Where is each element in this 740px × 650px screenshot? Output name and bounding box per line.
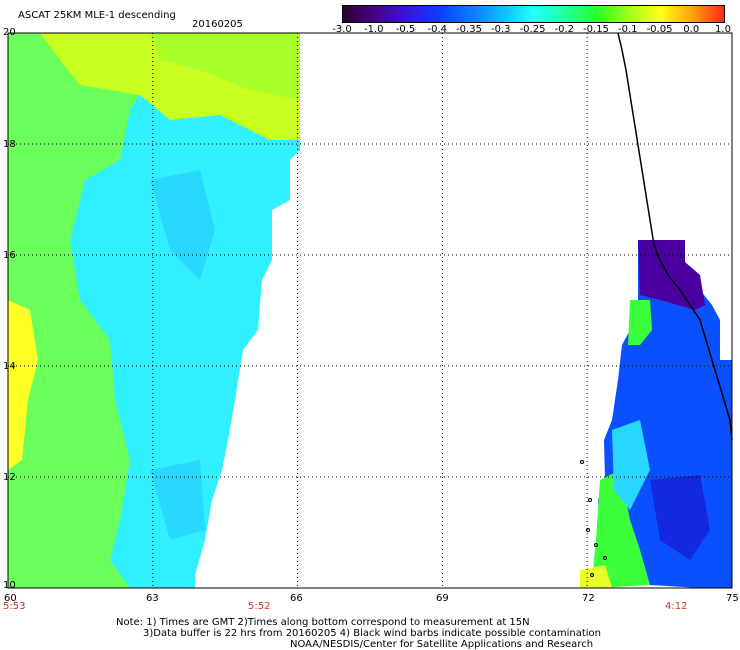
map-frame: [7, 32, 733, 589]
colorbar-tick-label: -0.25: [519, 24, 546, 35]
right-swath-lightblue: [612, 420, 650, 510]
graticule: [8, 33, 732, 588]
colorbar-tick-label: -1.0: [363, 24, 384, 35]
lon-label-63: 63: [146, 593, 159, 604]
colorbar-tick-label: 0.0: [683, 24, 700, 35]
time-label-2: 5:52: [248, 601, 271, 612]
lon-label-66: 66: [290, 593, 303, 604]
island-marker: [580, 460, 584, 464]
lat-label-16: 16: [3, 250, 16, 261]
colorbar-tick-label: -0.05: [646, 24, 673, 35]
lat-label-18: 18: [3, 139, 16, 150]
lon-label-60: 60: [4, 593, 17, 604]
island-marker: [603, 556, 607, 560]
colorbar-tick-label: -0.4: [427, 24, 448, 35]
island-marker: [590, 573, 594, 577]
colorbar-tick-label: -0.5: [395, 24, 416, 35]
right-swath-green-north: [628, 300, 652, 345]
note-line-2: 3)Data buffer is 22 hrs from 20160205 4)…: [143, 628, 601, 639]
lat-label-14: 14: [3, 361, 16, 372]
time-label-3: 4:12: [665, 601, 688, 612]
coastline-west-india: [617, 32, 733, 441]
colorbar-tick-label: -3.0: [332, 24, 352, 35]
island-marker: [586, 528, 590, 532]
colorbar-tick-label: -0.1: [617, 24, 638, 35]
left-swath-blue-patch: [150, 170, 215, 280]
note-line-1: Note: 1) Times are GMT 2)Times along bot…: [116, 617, 530, 628]
colorbar: [342, 5, 725, 23]
left-swath-north-green: [150, 33, 300, 100]
scatterometer-swaths: [8, 33, 732, 588]
lon-label-69: 69: [436, 593, 449, 604]
lat-label-12: 12: [3, 472, 16, 483]
island-marker: [594, 543, 598, 547]
left-swath-yellow-strip: [8, 300, 38, 470]
right-swath-darkblue: [650, 475, 710, 560]
lon-label-72: 72: [582, 593, 595, 604]
map-date: 20160205: [192, 19, 243, 30]
left-swath-blue-patch-south: [150, 460, 205, 540]
right-swath-yellow-south: [580, 565, 612, 588]
lon-label-75: 75: [726, 593, 739, 604]
island-marker: [588, 498, 592, 502]
right-swath-purple: [638, 240, 705, 310]
note-line-3: NOAA/NESDIS/Center for Satellite Applica…: [290, 639, 594, 650]
time-label-1: 5:53: [3, 601, 26, 612]
coastline: [580, 32, 733, 577]
lat-label-10: 10: [3, 580, 16, 591]
left-swath-green-band: [8, 33, 155, 588]
colorbar-tick-label: -0.35: [456, 24, 482, 35]
colorbar-tick-label: -0.15: [583, 24, 609, 35]
colorbar-gradient: [343, 6, 724, 22]
lat-label-20: 20: [3, 27, 16, 38]
colorbar-tick-label: -0.3: [490, 24, 511, 35]
colorbar-tick-label: 1.0: [715, 24, 731, 35]
map-title: ASCAT 25KM MLE-1 descending: [18, 10, 176, 21]
colorbar-tick-label: -0.2: [554, 24, 575, 35]
